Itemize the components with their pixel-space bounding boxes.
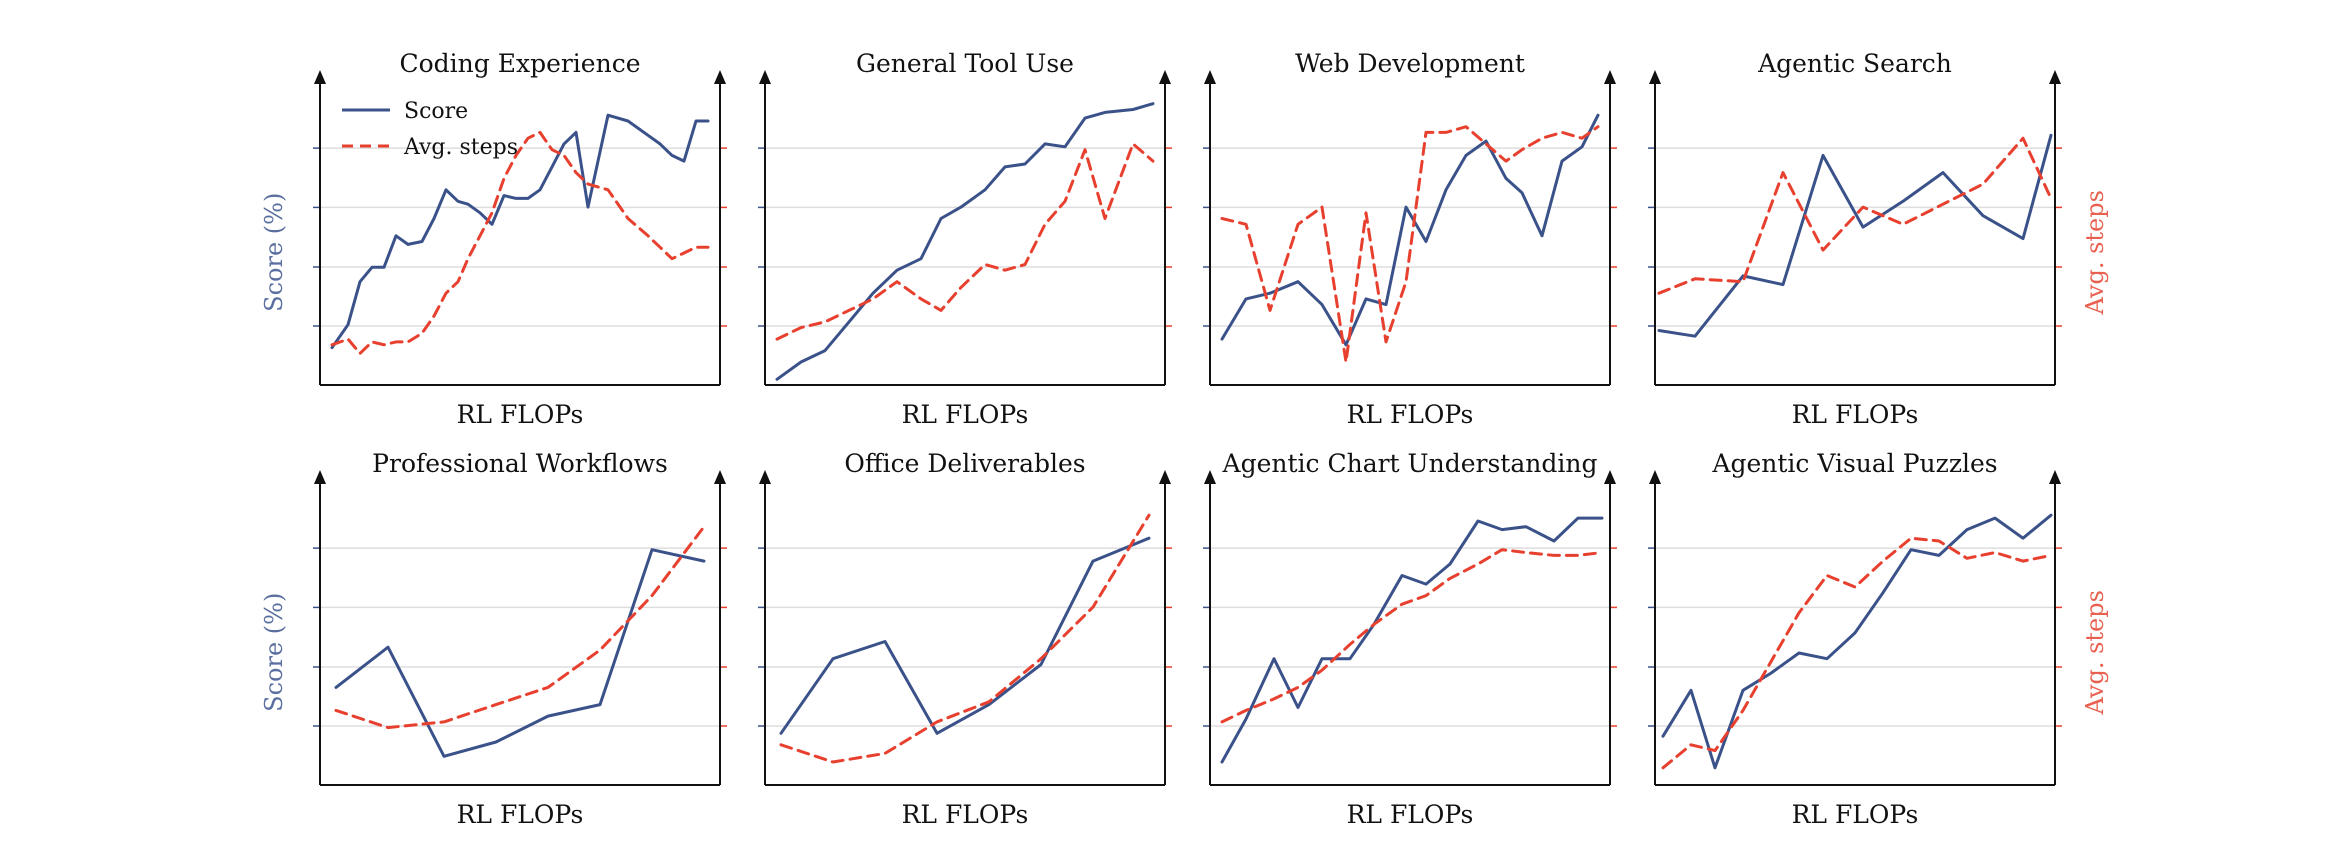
- coding-experience-left-axis-arrow: [314, 70, 326, 84]
- coding-experience-steps-line: [330, 130, 710, 355]
- coding-experience-title: Coding Experience: [399, 49, 640, 78]
- agentic-visual-puzzles-steps-line: [1661, 536, 2053, 770]
- general-tool-use-score-line: [775, 102, 1155, 381]
- agentic-chart-understanding-steps-line: [1220, 548, 1604, 724]
- coding-experience-right-axis-arrow: [714, 70, 726, 84]
- professional-workflows-left-axis-arrow: [314, 470, 326, 484]
- office-deliverables-right-axis-arrow: [1159, 470, 1171, 484]
- professional-workflows-right-axis-arrow: [714, 470, 726, 484]
- agentic-search-x-label: RL FLOPs: [1792, 400, 1919, 429]
- legend-score-label: Score: [404, 99, 468, 124]
- web-development-steps-line: [1220, 125, 1600, 364]
- agentic-search-right-axis-arrow: [2049, 70, 2061, 84]
- general-tool-use-x-label: RL FLOPs: [902, 400, 1029, 429]
- agentic-visual-puzzles-x-label: RL FLOPs: [1792, 800, 1919, 829]
- office-deliverables-score-line: [779, 536, 1151, 735]
- agentic-visual-puzzles-left-axis-arrow: [1649, 470, 1661, 484]
- general-tool-use-title: General Tool Use: [856, 49, 1074, 78]
- agentic-visual-puzzles-title: Agentic Visual Puzzles: [1711, 449, 1997, 478]
- agentic-chart-understanding-left-axis-arrow: [1204, 470, 1216, 484]
- panel-professional-workflows: Professional Workflows RL FLOPs Score (%): [260, 449, 727, 829]
- coding-experience-y-label-score: Score (%): [260, 193, 288, 312]
- office-deliverables-left-axis-arrow: [759, 470, 771, 484]
- agentic-visual-puzzles-score-line: [1661, 513, 2053, 770]
- office-deliverables-x-label: RL FLOPs: [902, 800, 1029, 829]
- agentic-chart-understanding-title: Agentic Chart Understanding: [1222, 449, 1598, 478]
- professional-workflows-y-label-score: Score (%): [260, 593, 288, 712]
- coding-experience-x-label: RL FLOPs: [457, 400, 584, 429]
- agentic-visual-puzzles-y-label-steps: Avg. steps: [2081, 590, 2109, 715]
- professional-workflows-score-line: [334, 548, 706, 758]
- agentic-search-score-line: [1657, 133, 2053, 338]
- agentic-search-title: Agentic Search: [1757, 49, 1952, 78]
- panel-agentic-search: Agentic Search RL FLOPs Avg. steps: [1648, 49, 2109, 429]
- professional-workflows-steps-line: [334, 525, 706, 730]
- agentic-search-left-axis-arrow: [1649, 70, 1661, 84]
- office-deliverables-title: Office Deliverables: [844, 449, 1085, 478]
- panel-agentic-chart-understanding: Agentic Chart Understanding RL FLOPs: [1203, 449, 1617, 829]
- panel-general-tool-use: General Tool Use RL FLOPs: [758, 49, 1172, 429]
- office-deliverables-steps-line: [779, 513, 1151, 764]
- agentic-chart-understanding-x-label: RL FLOPs: [1347, 800, 1474, 829]
- general-tool-use-left-axis-arrow: [759, 70, 771, 84]
- panel-coding-experience: Coding Experience RL FLOPs Score (%) Score A…: [260, 49, 727, 429]
- agentic-chart-understanding-score-line: [1220, 516, 1604, 764]
- web-development-x-label: RL FLOPs: [1347, 400, 1474, 429]
- coding-experience-score-line: [330, 113, 710, 350]
- agentic-visual-puzzles-right-axis-arrow: [2049, 470, 2061, 484]
- agentic-search-y-label-steps: Avg. steps: [2081, 190, 2109, 315]
- panel-agentic-visual-puzzles: Agentic Visual Puzzles RL FLOPs Avg. steps: [1648, 449, 2109, 829]
- agentic-chart-understanding-right-axis-arrow: [1604, 470, 1616, 484]
- web-development-score-line: [1220, 113, 1600, 347]
- agentic-search-steps-line: [1657, 136, 2053, 295]
- professional-workflows-title: Professional Workflows: [372, 449, 668, 478]
- general-tool-use-right-axis-arrow: [1159, 70, 1171, 84]
- panel-office-deliverables: Office Deliverables RL FLOPs: [758, 449, 1172, 829]
- professional-workflows-x-label: RL FLOPs: [457, 800, 584, 829]
- panel-web-development: Web Development RL FLOPs: [1203, 49, 1617, 429]
- general-tool-use-steps-line: [775, 142, 1155, 341]
- web-development-right-axis-arrow: [1604, 70, 1616, 84]
- legend-steps-label: Avg. steps: [403, 135, 518, 160]
- web-development-title: Web Development: [1295, 49, 1525, 78]
- web-development-left-axis-arrow: [1204, 70, 1216, 84]
